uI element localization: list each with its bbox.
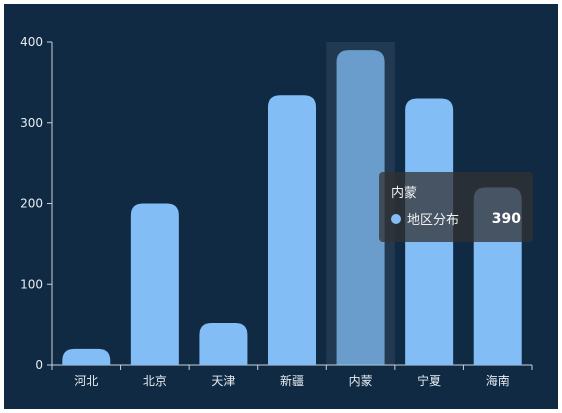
y-tick-label: 400 [20,35,43,49]
series-marker-icon [391,213,401,224]
x-tick-label: 河北 [74,374,98,388]
tooltip: 内蒙 地区分布 390 [379,172,533,242]
bar-河北 [62,348,111,365]
bar-北京 [130,203,179,365]
x-tick-label: 新疆 [280,373,304,388]
x-tick-label: 内蒙 [349,374,373,388]
chart-panel: 0 100 200 300 400 河北 北京 天津 新疆 内蒙 宁夏 海南 内蒙 地区分布 390 [4,4,558,409]
tooltip-series-name: 地区分布 [407,213,460,228]
bar-内蒙 [336,50,385,365]
tooltip-title: 内蒙 [391,186,418,201]
y-tick-label: 100 [20,277,43,291]
x-tick-label: 北京 [143,374,167,388]
bar-天津 [199,323,248,365]
x-tick-label: 天津 [211,374,235,388]
bar-新疆 [268,95,316,366]
x-tick-label: 海南 [486,373,510,388]
x-tick-label: 宁夏 [417,373,441,388]
y-tick-label: 0 [35,358,43,372]
tooltip-row: 地区分布 390 [391,209,521,228]
tooltip-value: 390 [491,210,521,227]
y-tick-label: 200 [20,197,43,211]
y-tick-label: 300 [20,116,43,130]
